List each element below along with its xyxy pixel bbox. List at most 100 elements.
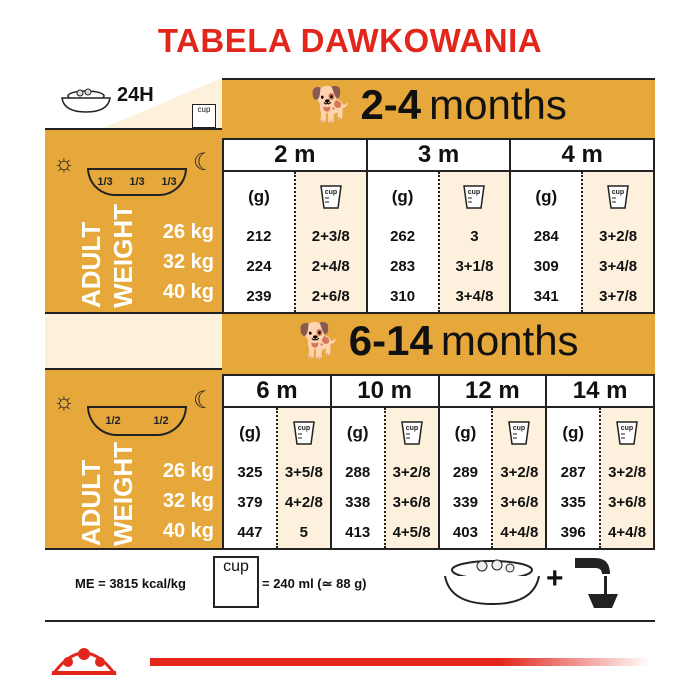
split-portion: 1/3 [161,176,177,188]
grams-column: (g) 289 339 403 [439,408,492,548]
grams-value: 288 [345,464,371,481]
section2-table: 6 m (g) 325 379 447 cup 3+5/8 4+2/8 5 10 m (g) 288 3… [222,374,655,548]
cup-icon: cup [319,172,343,222]
cup-icon: cup [462,172,486,222]
cups-value: 3+2/8 [608,464,647,481]
grams-value: 309 [533,258,559,275]
energy-label: ME = 3815 kcal/kg [75,576,186,591]
grams-value: 338 [345,494,371,511]
moon-icon: ☾ [193,149,215,176]
weight-label: WEIGHT [108,204,138,308]
cups-value: 3+2/8 [392,464,431,481]
sun-icon: ☼ [53,150,75,177]
cups-column: cup 3+2/8 3+6/8 4+5/8 [383,408,438,548]
grams-column: (g) 325 379 447 [224,408,276,548]
cups-value: 3 [470,228,479,245]
cups-column: cup 3+2/8 3+6/8 4+4/8 [491,408,546,548]
month-header: 12 m [439,374,546,408]
royal-canin-crown-logo [50,648,118,675]
cups-column: cup 2+3/8 2+4/8 2+6/8 [293,172,366,312]
section2-range: 6-14 [348,317,433,364]
section1-header: 🐕 2-4 months [222,78,655,130]
grams-unit: (g) [248,187,270,206]
cups-value: 4+4/8 [500,524,539,541]
section1-table: 2 m (g) 212 224 239 cup 2+3/8 2+4/8 2+6/8 3 m (g) 2… [222,138,655,312]
grams-unit: (g) [239,423,261,442]
food-bowl-icon [61,88,111,113]
month-column: 14 m (g) 287 335 396 cup 3+2/8 3+6/8 4+4/8 [547,374,653,548]
cups-column: cup 3+5/8 4+2/8 5 [275,408,330,548]
weight-26: 26 kg [162,460,214,482]
weight-40: 40 kg [162,281,214,303]
cups-value: 2+3/8 [311,228,350,245]
grams-value: 212 [246,228,272,245]
cup-icon: cup [615,408,639,458]
grams-value: 325 [237,464,263,481]
water-tap-icon [575,558,618,608]
split-portion: 1/3 [97,176,113,188]
svg-text:cup: cup [513,425,525,432]
weight-label: WEIGHT [108,442,138,546]
cup-icon: cup [213,556,259,608]
grams-value: 413 [345,524,371,541]
cups-value: 4+4/8 [608,524,647,541]
split-portion: 1/2 [153,415,169,427]
page-title: TABELA DAWKOWANIA [157,22,543,59]
month-column: 3 m (g) 262 283 310 cup 3 3+1/8 3+4/8 [367,138,512,312]
cups-value: 2+4/8 [311,258,350,275]
svg-text:cup: cup [298,425,310,432]
grams-value: 335 [560,494,586,511]
cups-value: 2+6/8 [311,288,350,305]
split-portion: 1/2 [105,415,121,427]
month-column: 2 m (g) 212 224 239 cup 2+3/8 2+4/8 2+6/8 [224,138,368,312]
grams-value: 289 [452,464,478,481]
cup-icon: cup [400,408,424,458]
grams-value: 339 [452,494,478,511]
svg-text:cup: cup [612,189,624,196]
cups-value: 3+2/8 [500,464,539,481]
grams-column: (g) 262 283 310 [367,172,438,312]
section1-unit: months [429,81,567,128]
cups-column: cup 3 3+1/8 3+4/8 [437,172,510,312]
plus-sign: + [546,562,564,595]
grams-column: (g) 287 335 396 [547,408,600,548]
month-column: 12 m (g) 289 339 403 cup 3+2/8 3+6/8 4+4/8 [439,374,548,548]
cups-value: 3+6/8 [392,494,431,511]
cups-value: 3+4/8 [455,288,494,305]
section1-range: 2-4 [360,81,422,128]
month-header: 3 m [367,138,510,172]
grams-value: 287 [560,464,586,481]
section1-left-panel: ☼ ☾ 1/3 1/3 1/3 ADULT WEIGHT 26 kg 32 kg 4… [45,130,222,312]
cups-value: 4+2/8 [284,494,323,511]
section2-unit: months [440,317,579,364]
grams-value: 379 [237,494,263,511]
grams-column: (g) 212 224 239 [224,172,294,312]
cups-value: 3+4/8 [599,258,638,275]
brand-line [150,658,650,666]
svg-text:cup: cup [621,425,633,432]
month-header: 6 m [224,374,330,408]
cup-icon: cup [292,408,316,458]
grams-column: (g) 288 338 413 [331,408,384,548]
cup-equivalent: = 240 ml (≃ 88 g) [262,576,367,591]
month-header: 14 m [547,374,653,408]
dog-icon: 🐕 [298,322,341,360]
grams-column: (g) 284 309 341 [511,172,582,312]
food-bowl-icon [444,559,540,606]
split-portion: 1/3 [129,176,145,188]
moon-icon: ☾ [193,387,215,414]
adult-label: ADULT [76,221,106,308]
grams-unit: (g) [535,187,558,206]
grams-value: 403 [452,524,478,541]
adult-label: ADULT [76,459,106,546]
grams-unit: (g) [346,423,369,442]
cups-value: 4+5/8 [392,524,431,541]
month-header: 10 m [331,374,438,408]
cups-value: 3+5/8 [284,464,323,481]
svg-text:cup: cup [405,425,417,432]
sun-icon: ☼ [53,388,75,415]
cups-column: cup 3+2/8 3+6/8 4+4/8 [599,408,653,548]
grams-value: 447 [237,524,263,541]
section2-header: 🐕 6-14 months [222,312,655,368]
svg-text:cup: cup [468,189,480,196]
